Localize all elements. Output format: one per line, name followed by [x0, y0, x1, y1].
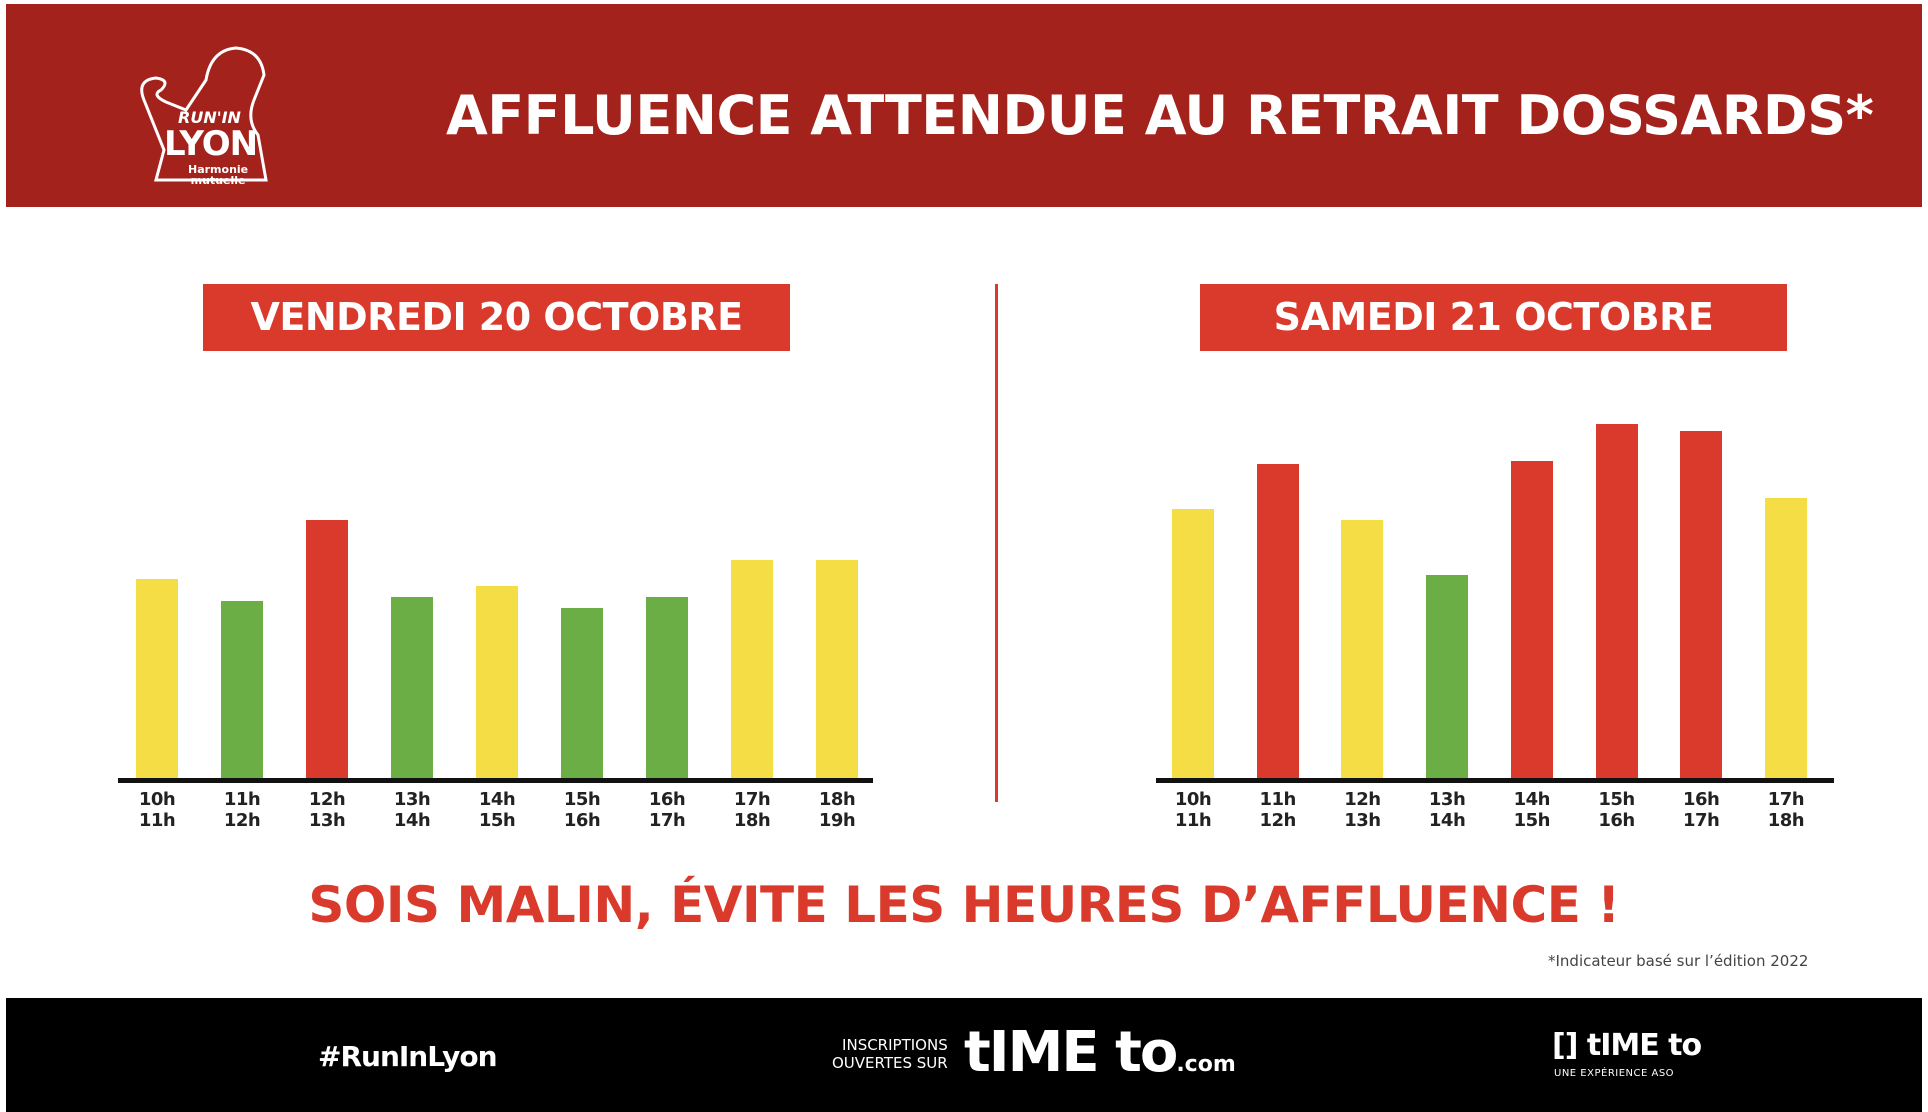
bar-saturday-7 — [1764, 497, 1807, 778]
bar-saturday-6 — [1680, 431, 1723, 778]
bar-friday-4 — [476, 586, 518, 778]
logo-lyon: LYON — [164, 124, 258, 164]
divider — [995, 284, 998, 802]
bar-friday-3 — [391, 597, 433, 778]
footnote: *Indicateur basé sur l’édition 2022 — [1548, 952, 1809, 970]
tick-label-saturday-3: 13h 14h — [1412, 789, 1482, 831]
bar-saturday-1 — [1256, 464, 1299, 778]
inscriptions-text: INSCRIPTIONS OUVERTES SUR — [832, 1036, 948, 1072]
tick-line-0: 13h — [1428, 789, 1466, 810]
timeto-brand-sub: UNE EXPÉRIENCE ASO — [1554, 1068, 1675, 1079]
timeto-link[interactable]: tIME to.com — [964, 1020, 1236, 1085]
tick-line-1: 16h — [563, 810, 601, 831]
tick-label-saturday-0: 10h 11h — [1158, 789, 1228, 831]
bar-saturday-2 — [1341, 519, 1384, 778]
tick-line-0: 17h — [1767, 789, 1805, 810]
tick-line-1: 17h — [1683, 810, 1720, 831]
tick-line-0: 14h — [1513, 789, 1551, 810]
tick-label-friday-8: 18h 19h — [802, 789, 872, 831]
logo-sponsor-1: Harmonie — [188, 163, 249, 176]
tick-label-friday-7: 17h 18h — [717, 789, 787, 831]
tick-line-1: 13h — [1344, 810, 1381, 831]
tick-label-saturday-5: 15h 16h — [1582, 789, 1652, 831]
x-axis-friday — [118, 778, 873, 783]
tick-label-saturday-7: 17h 18h — [1751, 789, 1821, 831]
bar-saturday-4 — [1510, 460, 1553, 778]
bar-friday-5 — [561, 608, 603, 778]
timeto-suffix: .com — [1176, 1052, 1236, 1077]
runinlyon-logo: RUN'IN LYON Harmonie mutuelle — [126, 40, 296, 190]
tick-line-1: 13h — [308, 810, 346, 831]
tick-line-1: 12h — [1259, 810, 1297, 831]
tick-line-1: 17h — [648, 810, 686, 831]
tick-line-0: 13h — [393, 789, 431, 810]
inscriptions-line-2: OUVERTES SUR — [832, 1054, 948, 1072]
header-banner: RUN'IN LYON Harmonie mutuelle AFFLUENCE A… — [6, 4, 1922, 207]
tick-line-0: 15h — [563, 789, 601, 810]
tick-line-1: 19h — [818, 810, 856, 831]
logo-sponsor: Harmonie mutuelle — [188, 164, 248, 186]
tick-label-saturday-1: 11h 12h — [1243, 789, 1313, 831]
bar-saturday-5 — [1595, 423, 1638, 778]
tick-label-friday-4: 14h 15h — [462, 789, 532, 831]
bar-friday-1 — [221, 600, 263, 778]
timeto-site: tIME to — [964, 1020, 1178, 1085]
tick-label-saturday-4: 14h 15h — [1497, 789, 1567, 831]
logo-sponsor-2: mutuelle — [190, 174, 246, 187]
tick-line-1: 18h — [1767, 810, 1805, 831]
page-title: AFFLUENCE ATTENDUE AU RETRAIT DOSSARDS* — [446, 84, 1874, 147]
inscriptions-line-1: INSCRIPTIONS — [842, 1036, 948, 1054]
tick-line-1: 14h — [393, 810, 431, 831]
tick-line-0: 14h — [478, 789, 516, 810]
x-axis-saturday — [1156, 778, 1834, 783]
bar-saturday-0 — [1172, 508, 1214, 778]
lion-outline-icon — [140, 46, 268, 182]
tick-line-1: 16h — [1598, 810, 1635, 831]
bar-saturday-3 — [1426, 575, 1469, 778]
tick-line-0: 10h — [1174, 789, 1212, 810]
tick-line-1: 18h — [733, 810, 771, 831]
bar-friday-2 — [306, 519, 348, 778]
day-label-friday: VENDREDI 20 OCTOBRE — [203, 284, 790, 351]
day-label-saturday: SAMEDI 21 OCTOBRE — [1200, 284, 1787, 351]
logo-run: RUN'IN — [178, 108, 241, 127]
tick-line-1: 11h — [138, 810, 176, 831]
tick-label-friday-3: 13h 14h — [377, 789, 447, 831]
tick-line-0: 16h — [1683, 789, 1720, 810]
tick-line-0: 18h — [818, 789, 856, 810]
tick-line-1: 15h — [478, 810, 516, 831]
tick-line-0: 17h — [733, 789, 771, 810]
tick-line-0: 11h — [223, 789, 261, 810]
tick-line-1: 14h — [1428, 810, 1466, 831]
tick-line-0: 16h — [648, 789, 686, 810]
timeto-brand-logo: [] tIME to — [1552, 1028, 1702, 1063]
tick-label-friday-2: 12h 13h — [292, 789, 362, 831]
tick-label-friday-6: 16h 17h — [632, 789, 702, 831]
tick-line-0: 15h — [1598, 789, 1635, 810]
tick-label-friday-5: 15h 16h — [547, 789, 617, 831]
tick-line-0: 12h — [1344, 789, 1381, 810]
hashtag: #RunInLyon — [318, 1040, 498, 1073]
tick-line-1: 12h — [223, 810, 261, 831]
bar-friday-7 — [731, 560, 773, 778]
tick-line-1: 11h — [1174, 810, 1212, 831]
tick-label-friday-1: 11h 12h — [207, 789, 277, 831]
bar-friday-8 — [816, 560, 858, 778]
tick-label-friday-0: 10h 11h — [122, 789, 192, 831]
tick-label-saturday-6: 16h 17h — [1666, 789, 1736, 831]
tick-label-saturday-2: 12h 13h — [1327, 789, 1397, 831]
tick-line-0: 12h — [308, 789, 346, 810]
slogan: SOIS MALIN, ÉVITE LES HEURES D’AFFLUENCE… — [308, 876, 1620, 934]
bar-friday-0 — [136, 578, 178, 778]
footer: #RunInLyon INSCRIPTIONS OUVERTES SUR tIME… — [6, 998, 1922, 1112]
bar-friday-6 — [646, 597, 688, 778]
tick-line-0: 11h — [1259, 789, 1297, 810]
tick-line-0: 10h — [138, 789, 176, 810]
tick-line-1: 15h — [1513, 810, 1551, 831]
